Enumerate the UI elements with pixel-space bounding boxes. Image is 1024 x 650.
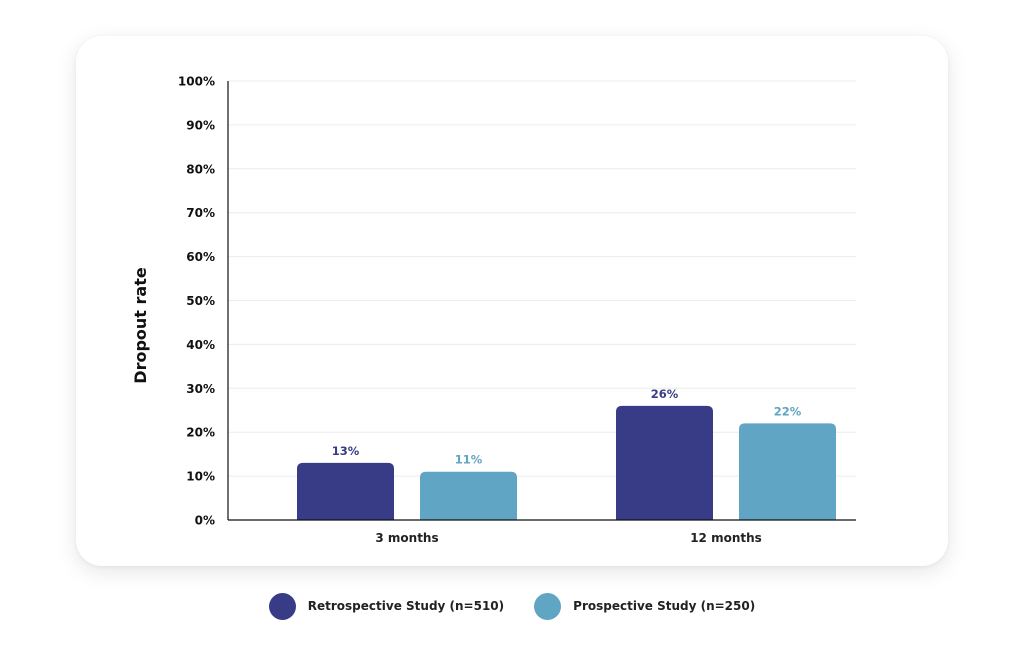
y-tick-label: 80% [186,162,215,176]
y-tick-label: 10% [186,470,215,484]
y-axis-title: Dropout rate [131,267,150,384]
legend-label-retrospective: Retrospective Study (n=510) [307,599,505,613]
y-tick-label: 90% [186,118,215,132]
x-category-label: 12 months [690,531,762,545]
y-tick-label: 0% [195,514,215,528]
legend: Retrospective Study (n=510) Prospective … [0,590,1024,622]
bar [297,462,394,520]
legend-swatch-prospective [534,592,562,620]
data-label: 22% [774,404,802,418]
y-axis-ticks: 0% 10% 20% 30% 40% 50% 60% 70% 80% 90% 100% [178,75,215,528]
legend-item-prospective: Prospective Study (n=250) [534,592,756,620]
legend-item-retrospective: Retrospective Study (n=510) [268,592,505,620]
legend-label-prospective: Prospective Study (n=250) [573,599,756,613]
y-tick-label: 60% [186,250,215,264]
bar [739,423,836,520]
bars [297,405,836,520]
y-tick-label: 100% [178,75,215,89]
y-tick-label: 40% [186,338,215,352]
gridlines [228,80,856,477]
y-tick-label: 30% [186,382,215,396]
x-axis-categories: 3 months 12 months [375,531,761,545]
y-tick-label: 70% [186,206,215,220]
x-category-label: 3 months [375,531,438,545]
y-tick-label: 50% [186,294,215,308]
data-label: 26% [651,387,679,401]
data-label: 11% [455,453,483,467]
y-tick-label: 20% [186,426,215,440]
legend-swatch-retrospective [268,592,296,620]
data-label: 13% [332,444,360,458]
data-labels: 13% 11% 26% 22% [332,387,802,467]
bar [616,405,713,520]
bar [420,471,517,520]
